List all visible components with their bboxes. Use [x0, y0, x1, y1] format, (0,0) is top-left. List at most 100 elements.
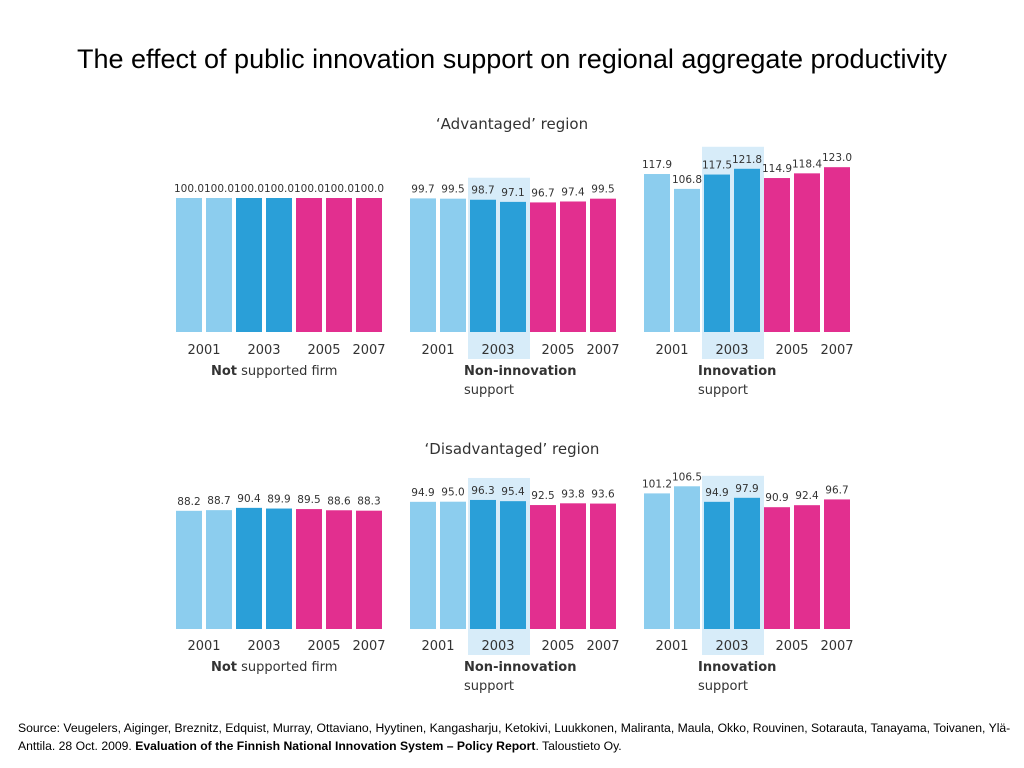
x-tick-label: 2005	[541, 343, 574, 358]
value-label: 95.0	[441, 487, 464, 499]
value-label: 93.8	[561, 488, 584, 500]
slide-title: The effect of public innovation support …	[76, 44, 948, 74]
value-label: 100.0	[174, 183, 204, 195]
x-tick-label: 2005	[541, 639, 574, 654]
bar	[530, 202, 556, 332]
panel-label-bold: Innovation	[698, 660, 776, 675]
panel-label: Innovation	[698, 364, 776, 379]
panel-label-bold: Non-innovation	[464, 660, 576, 675]
value-label: 100.0	[204, 183, 234, 195]
bar	[326, 510, 352, 629]
value-label: 98.7	[471, 185, 494, 197]
bar	[764, 507, 790, 629]
value-label: 96.3	[471, 485, 494, 497]
x-tick-label: 2005	[307, 343, 340, 358]
bar	[704, 501, 730, 629]
bar	[734, 168, 760, 332]
x-tick-label: 2003	[247, 639, 280, 654]
x-tick-label: 2007	[352, 343, 385, 358]
value-label: 94.9	[705, 487, 728, 499]
x-tick-label: 2005	[307, 639, 340, 654]
panel-label: Innovation	[698, 660, 776, 675]
bar	[206, 198, 232, 332]
value-label: 96.7	[531, 187, 554, 199]
source-citation: Source: Veugelers, Aiginger, Breznitz, E…	[18, 719, 1012, 755]
bar	[530, 505, 556, 629]
x-tick-label: 2003	[481, 343, 514, 358]
x-tick-label: 2007	[586, 343, 619, 358]
value-label: 117.9	[642, 159, 672, 171]
value-label: 100.0	[234, 183, 264, 195]
x-tick-label: 2007	[586, 639, 619, 654]
value-label: 89.5	[297, 494, 320, 506]
x-tick-label: 2001	[421, 343, 454, 358]
x-tick-label: 2007	[820, 343, 853, 358]
bar	[734, 497, 760, 629]
value-label: 106.5	[672, 471, 702, 483]
value-label: 97.1	[501, 187, 524, 199]
bar	[644, 174, 670, 332]
bar	[704, 174, 730, 332]
bar	[794, 505, 820, 629]
x-tick-label: 2003	[715, 639, 748, 654]
panel-label-bold: Non-innovation	[464, 364, 576, 379]
bar	[266, 198, 292, 332]
value-label: 88.2	[177, 496, 200, 508]
value-label: 100.0	[294, 183, 324, 195]
value-label: 101.2	[642, 478, 672, 490]
value-label: 92.4	[795, 490, 819, 502]
value-label: 121.8	[732, 154, 762, 166]
bar	[296, 509, 322, 629]
value-label: 97.4	[561, 186, 585, 198]
bar	[470, 499, 496, 629]
panel-label-line2: support	[698, 679, 748, 694]
value-label: 88.7	[207, 495, 230, 507]
bar	[560, 201, 586, 332]
bar	[674, 486, 700, 629]
value-label: 88.3	[357, 496, 380, 508]
bar	[824, 499, 850, 629]
value-label: 93.6	[591, 489, 615, 501]
panel-label-bold: Not	[211, 364, 237, 379]
bar	[296, 198, 322, 332]
x-tick-label: 2003	[481, 639, 514, 654]
bar	[590, 198, 616, 332]
source-text: Source: Veugelers, Aiginger, Breznitz, E…	[18, 721, 1011, 753]
value-label: 100.0	[264, 183, 294, 195]
value-label: 94.9	[411, 487, 434, 499]
panel-label-bold: Innovation	[698, 364, 776, 379]
bar	[236, 507, 262, 629]
value-label: 99.5	[441, 184, 464, 196]
panel-label: Non-innovation	[464, 364, 576, 379]
x-tick-label: 2003	[247, 343, 280, 358]
panel-label-rest: supported firm	[237, 660, 337, 675]
value-label: 118.4	[792, 158, 822, 170]
value-label: 106.8	[672, 174, 702, 186]
panel-label-line2: support	[698, 383, 748, 398]
x-tick-label: 2005	[775, 639, 808, 654]
value-label: 90.9	[765, 492, 788, 504]
x-tick-label: 2001	[421, 639, 454, 654]
bar	[440, 501, 466, 629]
value-label: 99.7	[411, 183, 434, 195]
panel-label: Non-innovation	[464, 660, 576, 675]
bar	[500, 501, 526, 629]
bar	[326, 198, 352, 332]
bar	[470, 199, 496, 332]
value-label: 99.5	[591, 184, 614, 196]
region-title: ‘Advantaged’ region	[436, 115, 588, 133]
source-publisher: . Taloustieto Oy.	[535, 739, 622, 753]
bar	[674, 188, 700, 332]
bar	[356, 510, 382, 629]
x-tick-label: 2007	[820, 639, 853, 654]
value-label: 96.7	[825, 484, 848, 496]
report-title: Evaluation of the Finnish National Innov…	[135, 739, 536, 753]
bar	[176, 198, 202, 332]
bar	[764, 178, 790, 332]
bar	[644, 493, 670, 629]
bar	[440, 198, 466, 332]
x-tick-label: 2001	[187, 343, 220, 358]
value-label: 97.9	[735, 483, 758, 495]
value-label: 114.9	[762, 163, 792, 175]
